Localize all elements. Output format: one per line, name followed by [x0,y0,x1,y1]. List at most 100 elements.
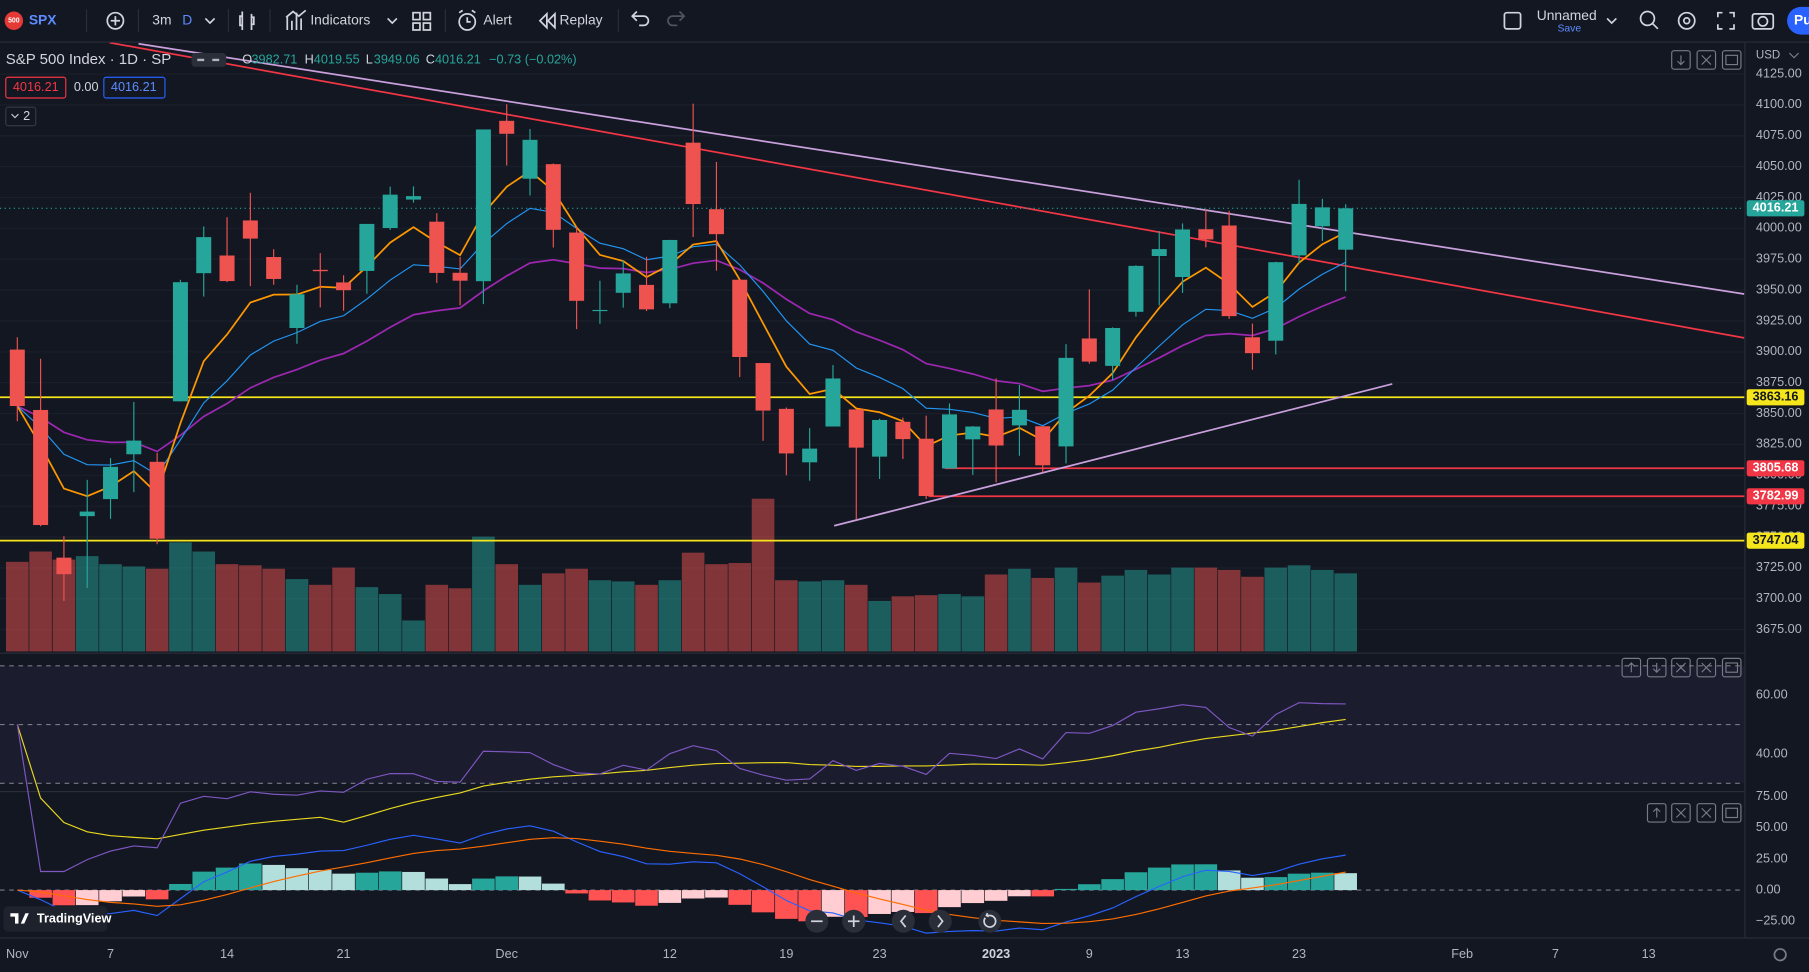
volume-bar [1008,568,1031,652]
ask-box[interactable] [103,76,166,99]
volume-bar [728,563,752,652]
maximize[interactable] [1721,803,1742,823]
axis-settings[interactable] [1773,948,1787,962]
fullscreen-icon[interactable] [1716,11,1735,30]
layout-name[interactable]: Unnamed [1537,7,1597,23]
macd-histogram [1334,873,1357,891]
studies-toggle[interactable] [5,106,37,127]
move-up[interactable] [1646,803,1667,823]
layout-icon [422,22,432,31]
x-tick-label: 23 [873,947,887,961]
ohlc-value: 3982.71 [252,52,298,66]
chevron[interactable] [387,17,398,25]
bid-box[interactable] [5,76,67,99]
publish-button[interactable] [1787,6,1809,35]
macd-histogram [355,872,379,891]
y-tick-label: 4075.00 [1756,128,1802,142]
remove[interactable] [1671,657,1691,678]
x-tick-label: 13 [1175,947,1189,961]
macd-histogram [681,890,705,899]
candle-body [429,221,445,273]
x-tick-label: 9 [1086,947,1093,961]
trend-line [138,42,1745,295]
add-symbol-icon[interactable] [106,11,125,30]
scroll-right[interactable] [928,909,952,933]
y-tick-label: 3875.00 [1756,375,1802,389]
rsi-band [0,665,1745,784]
alert-button[interactable]: Alert [483,11,512,27]
maximize[interactable] [1721,50,1742,70]
indicators-button[interactable]: Indicators [310,11,370,27]
price-tag-label: 3782.99 [1753,489,1799,503]
replay-icon[interactable] [538,11,556,30]
candle-body [1291,203,1307,256]
collapse[interactable] [1696,50,1717,70]
search-icon[interactable] [1639,10,1656,27]
candle-body [872,419,888,457]
settings-icon[interactable] [1677,11,1696,30]
x-tick-label: Dec [495,947,518,961]
volume-bar [99,564,122,652]
interval[interactable]: 3m [152,11,171,27]
candle-body [965,426,981,440]
maximize[interactable] [1721,657,1742,678]
interval-unit[interactable]: D [182,11,192,27]
volume-bar [5,561,29,652]
candle-body [895,421,911,440]
macd-histogram [332,873,355,891]
legend: S&P 500 Index · 1D · SP O 3982.71 H 4019… [5,51,577,127]
chevron[interactable] [204,17,216,25]
macd-histogram [308,870,332,891]
collapse[interactable] [1696,657,1717,678]
candle-body [941,414,957,469]
macd-histogram [448,884,472,891]
alert-icon[interactable] [458,12,477,31]
candle-body [988,409,1004,446]
undo-icon[interactable] [631,10,650,27]
box [1725,807,1739,819]
y-tick-label: 3825.00 [1756,437,1802,451]
volume-bar [425,584,449,652]
layout-icon[interactable] [412,11,421,21]
macd-histogram [1008,890,1031,897]
indicators-icon[interactable] [285,9,307,30]
symbol[interactable]: SPX [29,11,57,27]
snapshot-icon[interactable] [1751,12,1775,30]
y-tick-label: 75.00 [1756,789,1788,803]
rsi-pane-controls [1621,657,1742,678]
chevron[interactable] [1788,52,1800,59]
layout-checkbox[interactable] [1503,11,1522,30]
move-up[interactable] [1621,657,1642,678]
ohlc-value: 3949.06 [374,52,420,66]
ohlc-key: O [242,52,252,66]
macd-histogram [821,890,845,917]
macd-histogram [728,890,752,905]
candle-body [1338,208,1354,250]
remove[interactable] [1671,803,1691,823]
candle-body [103,466,119,500]
macd-histogram [984,890,1008,901]
reset[interactable] [978,909,1002,933]
legend-buttons[interactable] [191,53,227,67]
candle-body [732,279,748,357]
scroll-left[interactable] [891,909,915,933]
macd-histogram [1078,884,1101,891]
volume-bar [169,542,192,652]
chevron[interactable] [1606,17,1617,25]
replay-button[interactable]: Replay [560,11,603,27]
redo-icon[interactable] [667,10,686,27]
symbol-badge[interactable] [4,11,24,30]
publish-text: Pu [1794,11,1809,27]
macd-histogram [239,863,262,891]
collapse[interactable] [1696,803,1717,823]
ohlc-value: 4016.21 [435,52,481,66]
candle-body [359,223,375,271]
chart-type-icon[interactable] [239,11,255,30]
y-tick-label: 0.00 [1756,882,1781,896]
volume-bar [588,580,612,652]
move-down[interactable] [1671,50,1691,70]
move-down[interactable] [1646,657,1667,678]
macd-histogram [914,890,938,914]
layout-save[interactable]: Save [1557,24,1581,35]
